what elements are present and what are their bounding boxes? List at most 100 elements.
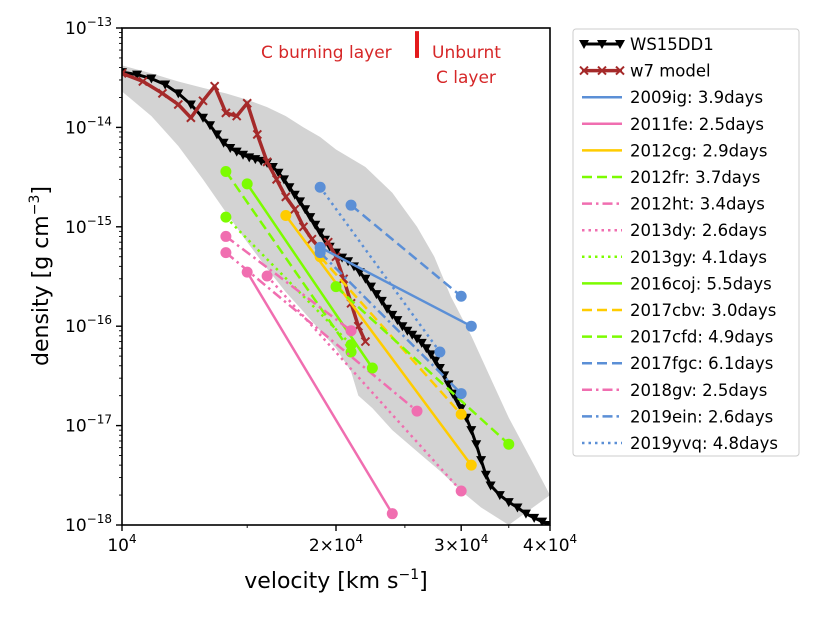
series-2016coj-5-5days-line <box>246 183 374 369</box>
legend-2012ht-3-4days: 2012ht: 3.4days <box>582 195 765 214</box>
series-2011fe-2-5days-point <box>386 508 398 520</box>
series-w7-model-point <box>138 76 148 87</box>
series-2018gv-2-5days-point <box>220 230 232 242</box>
legend-2019yvq-4-8days: 2019yvq: 4.8days <box>582 434 778 453</box>
series-2019yvq-4-8days-point <box>314 181 326 193</box>
annotation-c-burning-layer: C burning layer <box>261 43 392 63</box>
legend-2012fr-3-7days: 2012fr: 3.7days <box>582 168 760 187</box>
legend-2017fgc-6-1days: 2017fgc: 6.1days <box>582 354 773 373</box>
y-tick-label: 10−15 <box>65 214 112 238</box>
series-2012ht-3-4days-point <box>411 405 423 417</box>
series-ws15dd1-point <box>430 356 441 366</box>
series-w7-model-point <box>360 336 371 347</box>
legend-w7-model-point <box>579 65 589 76</box>
legend-2011fe-2-5days-label: 2011fe: 2.5days <box>630 115 764 134</box>
legend-2009ig-3-9days-label: 2009ig: 3.9days <box>630 88 763 107</box>
series-ws15dd1-point <box>289 190 300 200</box>
series-ws15dd1-point <box>387 310 398 320</box>
series-2017cfd-4-9days-point <box>330 281 342 293</box>
series-2016coj-5-5days <box>241 178 378 374</box>
x-tick-label: 2×104 <box>309 532 363 556</box>
series-ws15dd1-point <box>205 121 216 131</box>
series-ws15dd1-point <box>407 330 418 340</box>
series-ws15dd1-point <box>225 144 236 154</box>
legend-w7-model-point <box>615 65 625 76</box>
series-ws15dd1-point <box>537 517 548 525</box>
legend-2017cbv-3-0days: 2017cbv: 3.0days <box>582 301 776 320</box>
legend-2012ht-3-4days-label: 2012ht: 3.4days <box>630 195 765 214</box>
legend-2017cfd-4-9days-label: 2017cfd: 4.9days <box>630 328 773 347</box>
x-axis-label: velocity [km s−1] <box>244 567 427 594</box>
series-w7-model <box>122 68 371 347</box>
legend-frame <box>572 28 800 457</box>
series-2017cfd-4-9days <box>330 281 515 450</box>
series-ws15dd1-point <box>425 350 436 360</box>
series-ws15dd1-point <box>545 521 550 525</box>
series-ws15dd1-point <box>218 138 229 148</box>
x-tick-label: 4×104 <box>523 532 577 556</box>
series-w7-model-point <box>209 81 220 91</box>
series-2013gy-4-1days-point <box>220 211 232 223</box>
series-2013dy-2-6days <box>261 270 467 497</box>
series-ws15dd1-point <box>476 456 487 466</box>
series-2012fr-3-7days-line <box>224 170 353 353</box>
series-w7-model-point <box>221 108 231 118</box>
series-ws15dd1-point <box>392 316 403 326</box>
series-ws15dd1-point <box>456 404 467 414</box>
series-w7-model-point <box>290 204 300 215</box>
series-w7-model-point <box>252 129 263 140</box>
legend-2016coj-5-5days-label: 2016coj: 5.5days <box>630 274 772 293</box>
series-2013gy-4-1days <box>220 211 357 351</box>
series-w7-model-point <box>307 234 317 244</box>
y-axis-label: density [g cm−3] <box>27 186 54 366</box>
legend-2012cg-2-9days: 2012cg: 2.9days <box>582 141 768 160</box>
series-ws15dd1-point <box>485 481 496 491</box>
series-ws15dd1-point <box>198 113 209 123</box>
y-tick-label: 10−17 <box>65 413 112 437</box>
series-ws15dd1-point <box>382 304 393 314</box>
series-ws15dd1-point <box>512 503 523 513</box>
y-tick-label: 10−16 <box>65 313 112 337</box>
series-2019yvq-4-8days-point <box>434 346 446 358</box>
series-ws15dd1 <box>122 68 550 525</box>
series-w7-model-point <box>186 113 196 123</box>
series-ws15dd1-point <box>520 509 531 519</box>
series-2009ig-3-9days-line <box>319 246 472 328</box>
series-ws15dd1-point <box>160 80 171 90</box>
series-w7-model-point <box>323 237 333 247</box>
series-w7-model-point <box>242 98 252 108</box>
legend-2016coj-5-5days: 2016coj: 5.5days <box>582 274 772 293</box>
series-ws15dd1-point <box>494 491 505 501</box>
series-w7-model-point <box>173 99 183 110</box>
series-2019ein-2-6days-line <box>319 251 463 395</box>
series-2017cbv-3-0days-line <box>319 255 463 416</box>
series-2017cbv-3-0days-point <box>455 408 467 420</box>
legend-2009ig-3-9days: 2009ig: 3.9days <box>582 88 763 107</box>
series-2012ht-3-4days-line <box>225 251 418 413</box>
band-area <box>122 65 550 525</box>
legend-w7-model-label: w7 model <box>630 62 711 81</box>
series-2017fgc-6-1days <box>345 199 467 302</box>
legend-ws15dd1-point <box>579 40 589 49</box>
series-w7-model-point <box>262 157 272 167</box>
series-ws15dd1-point <box>310 220 321 230</box>
series-ws15dd1-point <box>365 282 376 292</box>
series-layer <box>122 68 550 525</box>
legend-2019yvq-4-8days-label: 2019yvq: 4.8days <box>630 434 778 453</box>
series-2013dy-2-6days-point <box>455 485 467 497</box>
series-2019ein-2-6days-point <box>455 388 467 400</box>
series-ws15dd1-point <box>360 274 371 284</box>
series-2016coj-5-5days-point <box>366 362 378 374</box>
series-ws15dd1-point <box>466 426 477 436</box>
x-tick-label: 3×104 <box>434 532 488 556</box>
series-ws15dd1-point <box>503 498 514 508</box>
series-2012fr-3-7days-point <box>220 166 232 178</box>
legend-w7-model: w7 model <box>579 62 711 81</box>
series-ws15dd1-point <box>371 290 382 300</box>
series-ws15dd1-point <box>238 150 249 160</box>
series-2017fgc-6-1days-point <box>455 290 467 302</box>
legend-2018gv-2-5days-label: 2018gv: 2.5days <box>630 381 767 400</box>
series-2011fe-2-5days-line <box>246 271 394 515</box>
series-ws15dd1-point <box>279 175 290 185</box>
